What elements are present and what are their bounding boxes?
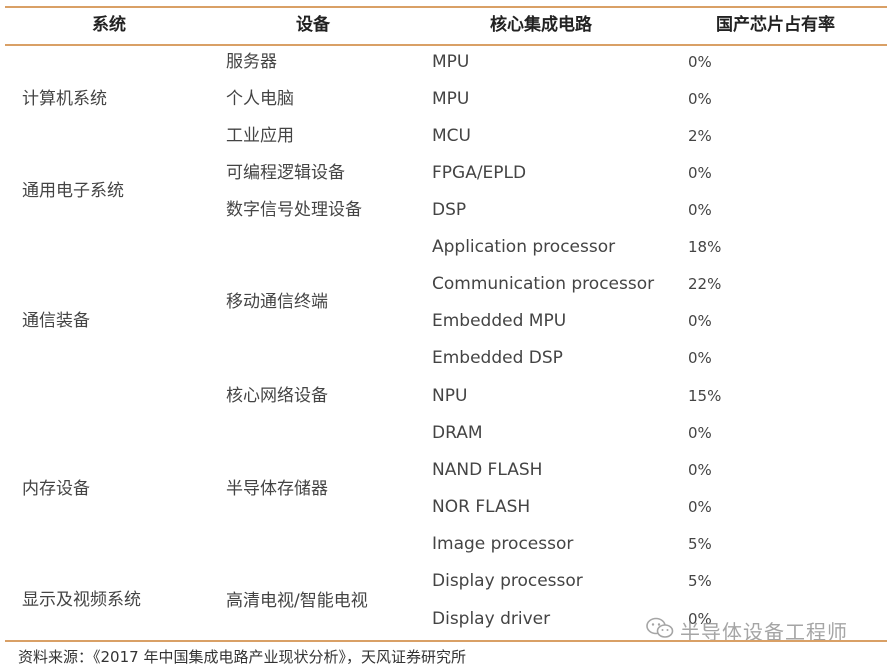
ic-cell: Embedded MPU xyxy=(432,311,567,331)
ic-cell: Display driver xyxy=(432,609,551,629)
source-note: 资料来源：《2017 年中国集成电路产业现状分析》，天风证券研究所 xyxy=(18,648,466,666)
system-communication: 通信装备 xyxy=(22,311,90,331)
ic-cell: NAND FLASH xyxy=(432,460,543,480)
ic-cell: NPU xyxy=(432,386,468,406)
share-cell: 15% xyxy=(688,387,722,405)
header-share: 国产芯片占有率 xyxy=(716,15,835,35)
device-pc: 个人电脑 xyxy=(226,89,294,109)
header-device: 设备 xyxy=(296,15,330,35)
ic-cell: FPGA/EPLD xyxy=(432,163,527,183)
device-programmable-logic: 可编程逻辑设备 xyxy=(226,163,345,183)
device-semiconductor-memory: 半导体存储器 xyxy=(226,479,328,499)
share-cell: 0% xyxy=(688,53,712,71)
share-cell: 0% xyxy=(688,610,712,628)
ic-cell: Image processor xyxy=(432,534,574,554)
share-cell: 0% xyxy=(688,312,712,330)
ic-cell: DSP xyxy=(432,200,467,220)
table-top-border xyxy=(5,6,887,8)
device-server: 服务器 xyxy=(226,52,277,72)
share-cell: 0% xyxy=(688,164,712,182)
ic-cell: Display processor xyxy=(432,571,583,591)
device-industrial: 工业应用 xyxy=(226,126,294,146)
ic-cell: Communication processor xyxy=(432,274,655,294)
ic-cell: Embedded DSP xyxy=(432,348,563,368)
ic-cell: MPU xyxy=(432,89,470,109)
system-general-electronics: 通用电子系统 xyxy=(22,181,124,201)
watermark: 半导体设备工程师 xyxy=(646,615,848,645)
share-cell: 0% xyxy=(688,349,712,367)
share-cell: 0% xyxy=(688,201,712,219)
ic-cell: NOR FLASH xyxy=(432,497,531,517)
wechat-icon xyxy=(646,617,674,643)
device-dsp: 数字信号处理设备 xyxy=(226,200,362,220)
share-cell: 22% xyxy=(688,275,722,293)
share-cell: 5% xyxy=(688,535,712,553)
share-cell: 0% xyxy=(688,424,712,442)
ic-cell: MCU xyxy=(432,126,471,146)
watermark-text: 半导体设备工程师 xyxy=(680,619,848,644)
header-ic: 核心集成电路 xyxy=(490,15,592,35)
header-system: 系统 xyxy=(92,15,126,35)
share-cell: 18% xyxy=(688,238,722,256)
share-cell: 5% xyxy=(688,572,712,590)
ic-cell: Application processor xyxy=(432,237,616,257)
table-bottom-border xyxy=(5,640,887,642)
device-mobile-terminal: 移动通信终端 xyxy=(226,292,328,312)
system-computer: 计算机系统 xyxy=(22,89,107,109)
header-divider xyxy=(5,44,887,46)
share-cell: 0% xyxy=(688,461,712,479)
share-cell: 2% xyxy=(688,127,712,145)
share-cell: 0% xyxy=(688,498,712,516)
system-display-video: 显示及视频系统 xyxy=(22,590,141,610)
share-cell: 0% xyxy=(688,90,712,108)
ic-cell: DRAM xyxy=(432,423,483,443)
ic-cell: MPU xyxy=(432,52,470,72)
device-core-network: 核心网络设备 xyxy=(226,386,328,406)
system-memory: 内存设备 xyxy=(22,479,90,499)
device-hdtv: 高清电视/智能电视 xyxy=(226,591,368,611)
